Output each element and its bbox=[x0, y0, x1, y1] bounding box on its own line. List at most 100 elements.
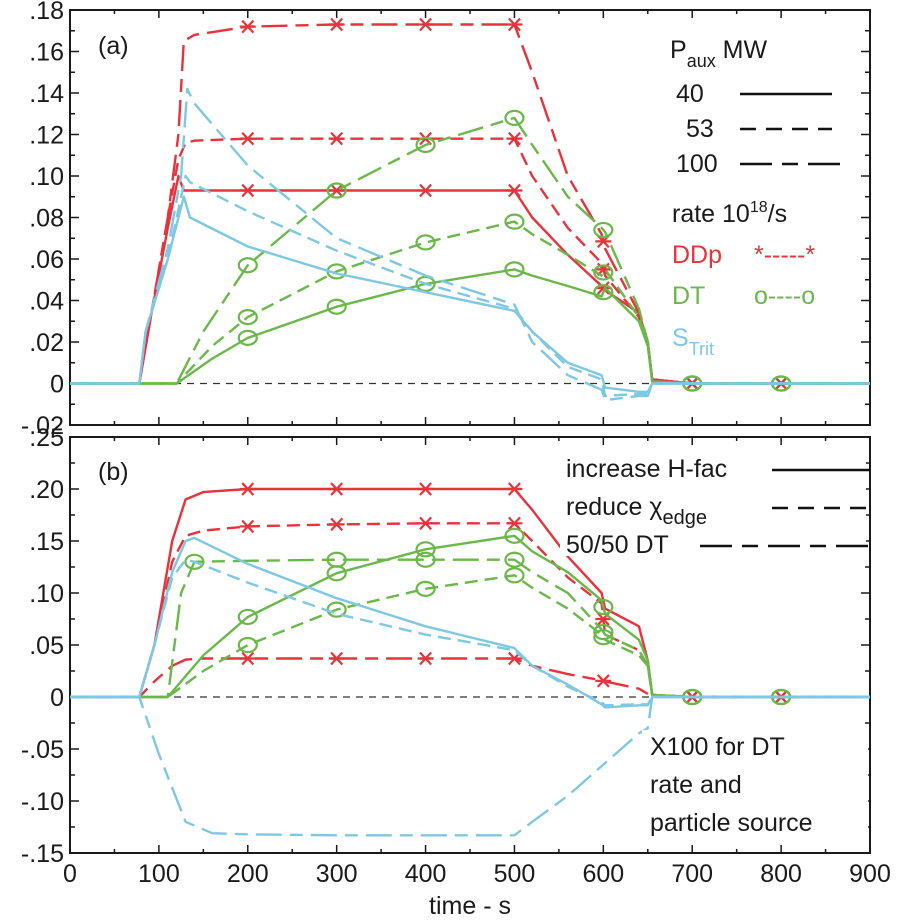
circle-marker bbox=[237, 636, 258, 654]
star-marker bbox=[417, 651, 434, 666]
series-line-b-5 bbox=[70, 558, 870, 699]
legend-5050-label: 50/50 DT bbox=[566, 531, 669, 559]
circle-marker bbox=[593, 221, 614, 239]
annotation-line-2: rate and bbox=[650, 771, 742, 799]
circle-marker bbox=[184, 553, 205, 570]
y-tick-label: .20 bbox=[29, 476, 64, 504]
circle-marker bbox=[326, 551, 347, 568]
circle-marker bbox=[326, 182, 347, 199]
y-tick-label: -.02 bbox=[21, 412, 64, 440]
x-tick-label: 300 bbox=[316, 860, 358, 888]
legend-chi-label: reduce χedge bbox=[566, 493, 707, 529]
star-marker bbox=[239, 183, 256, 198]
circle-marker bbox=[415, 234, 436, 251]
star-marker bbox=[506, 17, 523, 32]
panel-b-legend-bg bbox=[560, 450, 866, 556]
y-tick-label: -.05 bbox=[21, 736, 64, 764]
panel-a-legend: Paux MW 40 53 100 rate 1018/s DDp *-----… bbox=[670, 36, 848, 359]
circle-marker bbox=[504, 567, 525, 584]
circle-marker bbox=[593, 284, 614, 301]
circle-marker bbox=[237, 309, 258, 326]
legend-ddp-marker: *-----* bbox=[754, 241, 815, 269]
star-marker bbox=[239, 19, 256, 34]
legend-strit-label: STrit bbox=[672, 324, 714, 359]
star-marker bbox=[328, 17, 345, 32]
circle-marker bbox=[415, 275, 436, 292]
panel-b-label: (b) bbox=[98, 458, 129, 486]
panel-b-annotation: X100 for DT rate and particle source bbox=[642, 730, 868, 842]
circle-marker bbox=[237, 329, 258, 346]
circle-marker bbox=[593, 264, 614, 281]
panel-b-annotation-bg bbox=[642, 730, 868, 842]
star-marker bbox=[239, 131, 256, 146]
legend-ddp-label: DDp bbox=[672, 241, 722, 269]
series-line-a-3 bbox=[70, 268, 870, 385]
series-line-a-1 bbox=[70, 137, 870, 385]
legend-hfac-label: increase H-fac bbox=[566, 455, 727, 483]
x-tick-label: 400 bbox=[405, 860, 447, 888]
y-tick-label: .18 bbox=[29, 0, 64, 25]
x-tick-label: 800 bbox=[760, 860, 802, 888]
panel-a: -.02 0 .02 .04 .06 .08 .10 .12 .14 .16 .18 (a) Pau… bbox=[21, 0, 871, 440]
star-marker bbox=[239, 519, 256, 534]
star-marker bbox=[595, 281, 612, 295]
annotation-line-1: X100 for DT bbox=[650, 733, 785, 761]
y-tick-label: .25 bbox=[29, 424, 64, 452]
circle-marker bbox=[504, 261, 525, 278]
legend-dt-label: DT bbox=[672, 282, 705, 310]
star-marker bbox=[328, 131, 345, 146]
star-marker bbox=[328, 517, 345, 532]
legend-style-label-53: 53 bbox=[686, 115, 714, 143]
x-tick-label: 900 bbox=[849, 860, 891, 888]
y-tick-label: .12 bbox=[29, 122, 64, 150]
star-marker bbox=[595, 674, 612, 688]
x-axis-label: time - s bbox=[429, 892, 511, 920]
y-tick-label: .14 bbox=[29, 80, 64, 108]
star-marker bbox=[506, 516, 523, 531]
y-tick-label: .02 bbox=[29, 329, 64, 357]
star-marker bbox=[239, 482, 256, 496]
panel-a-series bbox=[70, 17, 870, 402]
y-tick-label: -.10 bbox=[21, 788, 64, 816]
y-tick-label: 0 bbox=[50, 684, 64, 712]
panel-b: 0 100 200 300 400 500 600 700 800 900 -.15 -.10 -.05… bbox=[21, 424, 891, 888]
panel-b-series bbox=[70, 482, 870, 837]
series-line-b-8 bbox=[70, 695, 870, 837]
x-tick-label: 700 bbox=[671, 860, 713, 888]
panel-a-ticks: -.02 0 .02 .04 .06 .08 .10 .12 .14 .16 .18 bbox=[21, 0, 871, 440]
circle-marker bbox=[326, 298, 347, 315]
series-line-a-5 bbox=[70, 116, 870, 385]
circle-marker bbox=[504, 213, 525, 230]
series-line-b-7 bbox=[70, 558, 870, 707]
circle-marker bbox=[415, 551, 436, 568]
circle-marker bbox=[237, 608, 258, 626]
legend-power-title: Paux MW bbox=[670, 36, 767, 71]
annotation-line-3: particle source bbox=[650, 809, 813, 837]
y-tick-label: .10 bbox=[29, 163, 64, 191]
y-tick-label: .06 bbox=[29, 246, 64, 274]
y-tick-label: .15 bbox=[29, 528, 64, 556]
y-tick-label: .10 bbox=[29, 580, 64, 608]
series-line-a-7 bbox=[70, 174, 870, 398]
circle-marker bbox=[504, 109, 525, 127]
legend-dt-marker: o----o bbox=[754, 282, 815, 310]
panel-b-legend: increase H-fac reduce χedge 50/50 DT bbox=[560, 450, 870, 559]
circle-marker bbox=[237, 257, 258, 274]
star-marker bbox=[328, 482, 345, 496]
x-tick-label: 200 bbox=[227, 860, 269, 888]
star-marker bbox=[417, 17, 434, 32]
x-tick-label: 500 bbox=[494, 860, 536, 888]
circle-marker bbox=[593, 623, 614, 641]
star-marker bbox=[506, 131, 523, 146]
star-marker bbox=[506, 482, 523, 496]
circle-marker bbox=[415, 541, 436, 558]
star-marker bbox=[506, 183, 523, 198]
panel-a-label: (a) bbox=[98, 32, 129, 60]
star-marker bbox=[417, 516, 434, 531]
x-tick-label: 100 bbox=[138, 860, 180, 888]
circle-marker bbox=[593, 598, 614, 616]
x-tick-label: 600 bbox=[582, 860, 624, 888]
circle-marker bbox=[504, 527, 525, 544]
circle-marker bbox=[504, 551, 525, 568]
